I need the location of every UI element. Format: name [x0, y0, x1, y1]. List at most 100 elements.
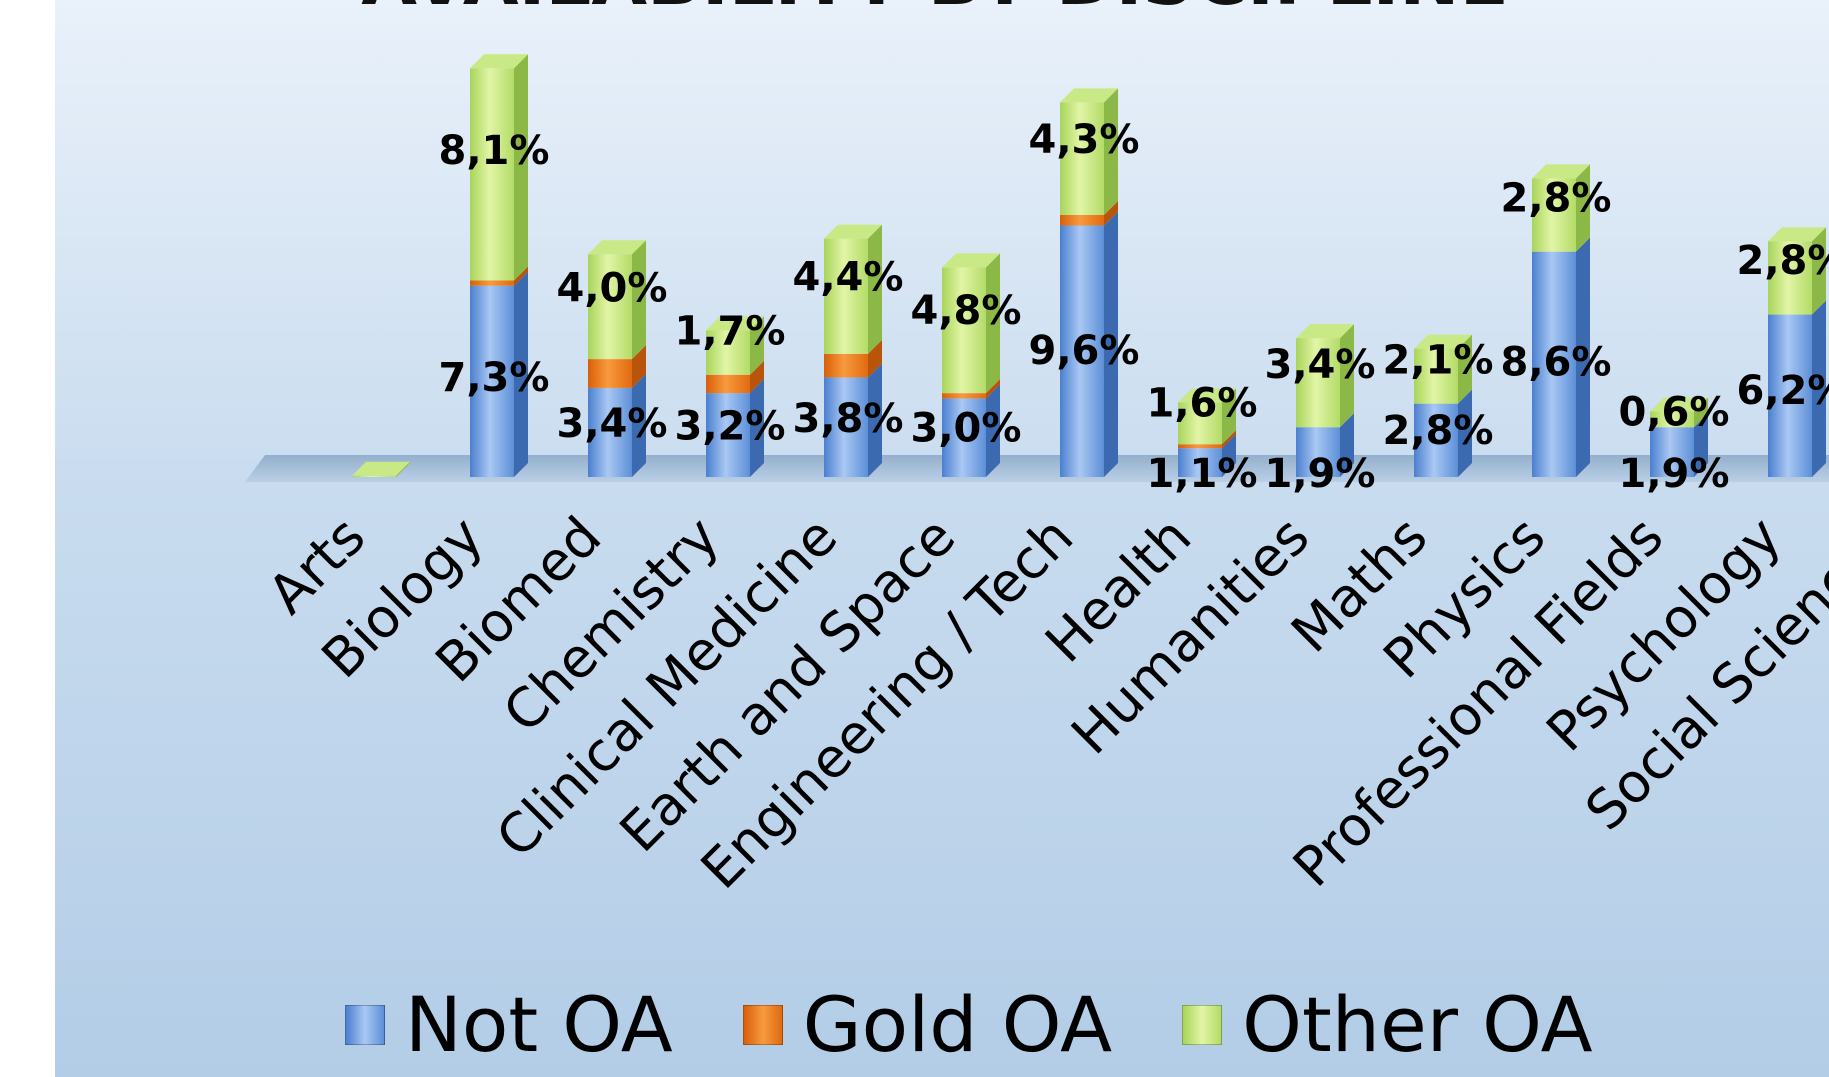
bar-top-chemistry — [706, 316, 764, 331]
bar-arts-other-oa — [352, 475, 396, 477]
bar-clinical-medicine-gold-oa — [824, 353, 868, 378]
bar-clinical-medicine-not-oa — [824, 377, 868, 477]
data-label: 2,1% — [1383, 337, 1494, 383]
bar-side-biomed-other-oa — [632, 240, 646, 360]
bar-side-biology-other-oa — [514, 54, 528, 281]
bar-side-engineering-tech-gold-oa — [1104, 201, 1118, 226]
data-label: 1,7% — [675, 308, 786, 354]
bar-top-psychology — [1768, 227, 1826, 242]
legend: Not OA Gold OA Other OA — [345, 980, 1663, 1070]
data-label: 1,6% — [1147, 380, 1258, 426]
bar-top-biomed — [588, 240, 646, 255]
bar-side-clinical-medicine-not-oa — [868, 363, 882, 477]
bar-side-chemistry-other-oa — [750, 316, 764, 375]
data-label: 3,4% — [557, 401, 668, 447]
bar-side-earth-and-space-gold-oa — [986, 379, 1000, 399]
legend-swatch-gold-oa — [742, 1005, 783, 1045]
bar-top-health — [1178, 388, 1236, 403]
data-label: 4,8% — [911, 288, 1022, 334]
data-label: 9,6% — [1029, 328, 1140, 374]
bar-earth-and-space-other-oa — [942, 267, 986, 394]
data-label: 3,2% — [675, 403, 786, 449]
bar-professional-fields-not-oa — [1650, 427, 1694, 477]
bar-top-professional-fields — [1650, 397, 1708, 412]
bar-side-humanities-not-oa — [1340, 413, 1354, 477]
bar-top-clinical-medicine — [824, 224, 882, 239]
bar-maths-not-oa — [1414, 403, 1458, 477]
bar-health-other-oa — [1178, 402, 1222, 445]
bar-psychology-other-oa — [1768, 241, 1812, 315]
bar-engineering-tech-not-oa — [1060, 225, 1104, 477]
bar-side-psychology-other-oa — [1812, 227, 1826, 315]
legend-item-gold-oa: Gold OA — [742, 980, 1113, 1069]
bar-side-engineering-tech-not-oa — [1104, 211, 1118, 478]
data-label: 4,4% — [793, 254, 904, 300]
data-label: 8,6% — [1501, 340, 1612, 386]
bar-top-engineering-tech — [1060, 88, 1118, 103]
bar-side-biology-not-oa — [514, 271, 528, 477]
bar-biomed-not-oa — [588, 387, 632, 477]
legend-label-gold-oa: Gold OA — [802, 980, 1113, 1069]
legend-label-other-oa: Other OA — [1242, 980, 1593, 1069]
bar-biomed-gold-oa — [588, 359, 632, 388]
data-label: 0,6% — [1619, 390, 1730, 436]
legend-swatch-not-oa — [345, 1005, 385, 1045]
bar-top-earth-and-space — [942, 253, 1000, 268]
legend-item-other-oa: Other OA — [1182, 980, 1593, 1069]
bar-physics-other-oa — [1532, 178, 1576, 252]
bar-side-biology-gold-oa — [514, 266, 528, 286]
bar-side-clinical-medicine-other-oa — [868, 224, 882, 354]
bar-health-not-oa — [1178, 448, 1222, 477]
bar-side-health-not-oa — [1222, 434, 1236, 477]
bar-chemistry-gold-oa — [706, 374, 750, 394]
data-label: 3,8% — [793, 396, 904, 442]
bar-side-biomed-not-oa — [632, 373, 646, 477]
bar-side-maths-not-oa — [1458, 389, 1472, 477]
bar-top-humanities — [1296, 324, 1354, 339]
bar-side-earth-and-space-not-oa — [986, 384, 1000, 477]
data-label: 2,8% — [1737, 238, 1829, 284]
data-label: 3,0% — [911, 406, 1022, 452]
bar-side-health-gold-oa — [1222, 430, 1236, 449]
data-label: 1,1% — [1147, 451, 1258, 497]
bar-professional-fields-other-oa — [1650, 411, 1694, 428]
bars-layer — [352, 54, 1826, 478]
chart-title: AVAILABILITY BY DISCIPLINE — [361, 0, 1509, 21]
bar-side-biomed-gold-oa — [632, 345, 646, 388]
bar-top-maths — [1414, 334, 1472, 349]
data-labels-layer: 7,3% 8,1% 3,4% 4,0% 3,2% 1,7%3,8% 4,4% 3,0% 4,8%… — [439, 117, 1829, 497]
bar-side-professional-fields-other-oa — [1694, 397, 1708, 428]
bar-biology-gold-oa — [470, 280, 514, 286]
data-label: 6,2% — [1737, 368, 1829, 414]
data-label: 2,8% — [1501, 175, 1612, 221]
bar-side-chemistry-not-oa — [750, 379, 764, 477]
legend-label-not-oa: Not OA — [405, 980, 673, 1069]
bar-side-arts-other-oa — [396, 461, 410, 477]
bar-side-maths-other-oa — [1458, 334, 1472, 404]
bar-biomed-other-oa — [588, 254, 632, 360]
bar-maths-other-oa — [1414, 348, 1458, 404]
legend-swatch-other-oa — [1182, 1005, 1223, 1045]
bar-engineering-tech-gold-oa — [1060, 215, 1104, 226]
bar-side-physics-other-oa — [1576, 164, 1590, 252]
bar-humanities-not-oa — [1296, 427, 1340, 477]
bar-earth-and-space-gold-oa — [942, 393, 986, 399]
data-label: 4,0% — [557, 265, 668, 311]
legend-item-not-oa: Not OA — [345, 987, 673, 1063]
bar-side-health-other-oa — [1222, 388, 1236, 445]
bar-chemistry-other-oa — [706, 330, 750, 375]
bar-top-physics — [1532, 164, 1590, 179]
bar-biology-not-oa — [470, 285, 514, 477]
bar-side-clinical-medicine-gold-oa — [868, 339, 882, 378]
data-label: 7,3% — [439, 355, 550, 401]
data-label: 1,9% — [1265, 451, 1376, 497]
data-label: 3,4% — [1265, 342, 1376, 388]
bar-side-humanities-other-oa — [1340, 324, 1354, 428]
bar-top-arts — [352, 461, 410, 476]
bar-side-earth-and-space-other-oa — [986, 253, 1000, 394]
bar-clinical-medicine-other-oa — [824, 238, 868, 354]
bar-engineering-tech-other-oa — [1060, 102, 1104, 215]
bar-physics-not-oa — [1532, 251, 1576, 477]
bar-side-engineering-tech-other-oa — [1104, 88, 1118, 215]
